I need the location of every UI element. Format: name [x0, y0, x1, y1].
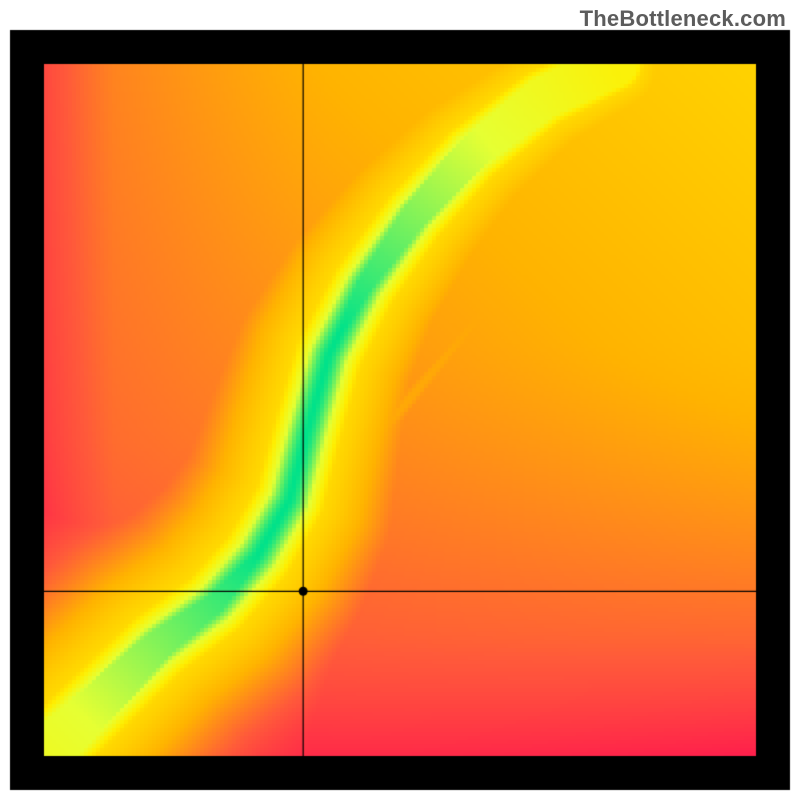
watermark-text: TheBottleneck.com [580, 6, 786, 32]
performance-heatmap [0, 0, 800, 800]
chart-container: TheBottleneck.com [0, 0, 800, 800]
